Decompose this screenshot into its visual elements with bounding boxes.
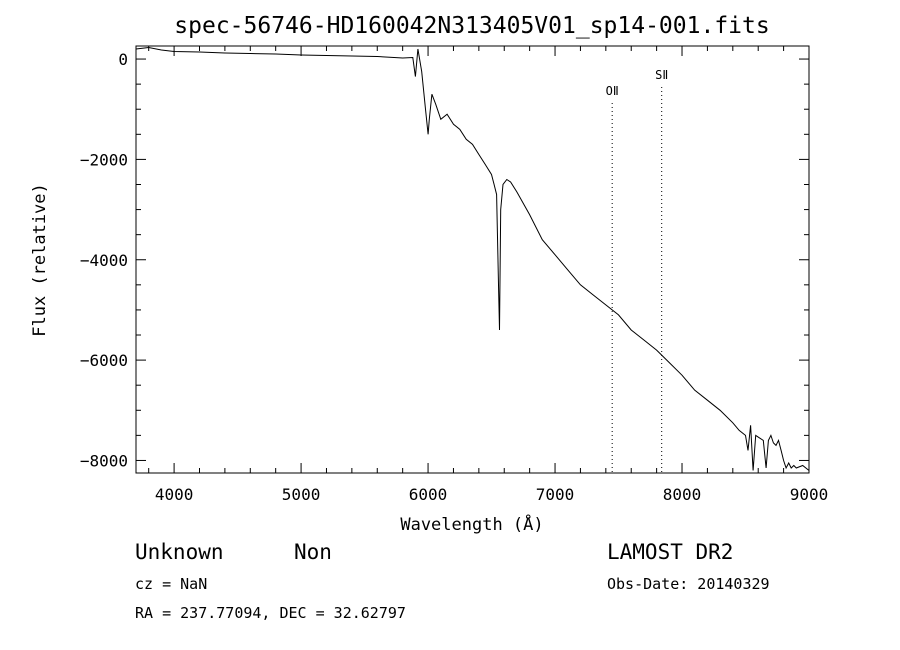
x-tick-label: 5000 — [282, 485, 321, 504]
y-tick-label: −2000 — [80, 150, 128, 169]
observation-date: Obs-Date: 20140329 — [607, 575, 770, 593]
x-tick-label: 8000 — [663, 485, 702, 504]
x-axis-ticks: 4000 5000 6000 7000 8000 9000 — [148, 46, 829, 504]
y-tick-label: −8000 — [80, 451, 128, 470]
line-markers: OⅡ SⅡ — [606, 68, 668, 473]
redshift-value: cz = NaN — [135, 575, 208, 593]
y-axis-ticks: 0 −2000 −4000 −6000 −8000 — [80, 50, 809, 470]
x-tick-label: 9000 — [790, 485, 829, 504]
y-tick-label: 0 — [118, 50, 128, 69]
plot-frame — [135, 45, 810, 474]
object-subclass: Non — [294, 540, 332, 564]
x-axis-label: Wavelength (Å) — [400, 513, 543, 535]
spectrum-series-line — [135, 46, 810, 471]
line-marker-label: SⅡ — [655, 68, 668, 82]
object-class: Unknown — [135, 540, 224, 564]
y-tick-label: −4000 — [80, 251, 128, 270]
coordinates: RA = 237.77094, DEC = 32.62797 — [135, 604, 406, 622]
x-tick-label: 7000 — [536, 485, 575, 504]
x-tick-label: 4000 — [155, 485, 194, 504]
survey-name: LAMOST DR2 — [607, 540, 734, 564]
y-tick-label: −6000 — [80, 351, 128, 370]
x-tick-label: 6000 — [409, 485, 448, 504]
y-axis-label: Flux (relative) — [30, 183, 50, 337]
line-marker-label: OⅡ — [606, 84, 619, 98]
chart-title: spec-56746-HD160042N313405V01_sp14-001.f… — [174, 13, 769, 39]
